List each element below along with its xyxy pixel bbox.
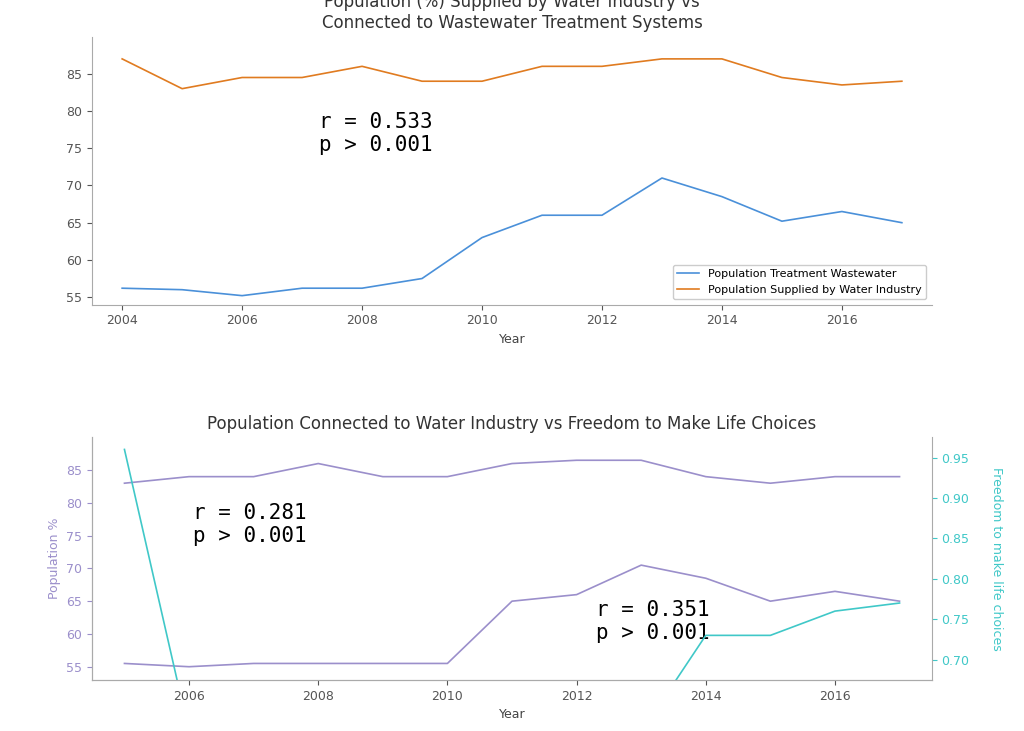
Population Supplied by Water Industry	[296, 73, 308, 82]
Population Supplied by Water Industry	[776, 73, 788, 82]
Text: r = 0.281
p > 0.001: r = 0.281 p > 0.001	[193, 503, 306, 546]
Population Treatment Wastewater	[476, 233, 488, 242]
X-axis label: Year: Year	[499, 333, 525, 346]
Population Treatment Wastewater	[356, 284, 369, 292]
Population Treatment Wastewater	[116, 284, 128, 292]
Population Supplied by Water Industry	[596, 62, 608, 71]
Title: Population Connected to Water Industry vs Freedom to Make Life Choices: Population Connected to Water Industry v…	[208, 415, 816, 433]
Population Treatment Wastewater	[296, 284, 308, 292]
Population Treatment Wastewater	[716, 192, 728, 201]
Population Supplied by Water Industry	[176, 84, 188, 93]
Population Treatment Wastewater	[896, 219, 908, 227]
Text: r = 0.351
p > 0.001: r = 0.351 p > 0.001	[596, 600, 710, 643]
Population Treatment Wastewater	[416, 274, 428, 283]
Line: Population Treatment Wastewater: Population Treatment Wastewater	[122, 178, 902, 295]
Population Treatment Wastewater	[236, 291, 248, 300]
X-axis label: Year: Year	[499, 708, 525, 721]
Population Supplied by Water Industry	[416, 77, 428, 86]
Population Supplied by Water Industry	[716, 55, 728, 64]
Line: Population Supplied by Water Industry: Population Supplied by Water Industry	[122, 59, 902, 88]
Legend: Population Treatment Wastewater, Population Supplied by Water Industry: Population Treatment Wastewater, Populat…	[673, 265, 927, 299]
Population Supplied by Water Industry	[476, 77, 488, 86]
Population Supplied by Water Industry	[896, 77, 908, 86]
Population Treatment Wastewater	[596, 211, 608, 219]
Population Supplied by Water Industry	[655, 55, 668, 64]
Y-axis label: Population %: Population %	[48, 518, 60, 599]
Text: r = 0.533
p > 0.001: r = 0.533 p > 0.001	[318, 112, 432, 155]
Population Supplied by Water Industry	[836, 80, 848, 89]
Population Treatment Wastewater	[776, 217, 788, 226]
Population Supplied by Water Industry	[536, 62, 548, 71]
Population Treatment Wastewater	[536, 211, 548, 219]
Title: Population (%) Supplied by Water Industry vs
Connected to Wastewater Treatment S: Population (%) Supplied by Water Industr…	[322, 0, 702, 32]
Population Treatment Wastewater	[836, 207, 848, 216]
Population Treatment Wastewater	[655, 174, 668, 183]
Population Treatment Wastewater	[176, 285, 188, 294]
Population Supplied by Water Industry	[356, 62, 369, 71]
Y-axis label: Freedom to make life choices: Freedom to make life choices	[990, 466, 1004, 651]
Population Supplied by Water Industry	[236, 73, 248, 82]
Population Supplied by Water Industry	[116, 55, 128, 64]
